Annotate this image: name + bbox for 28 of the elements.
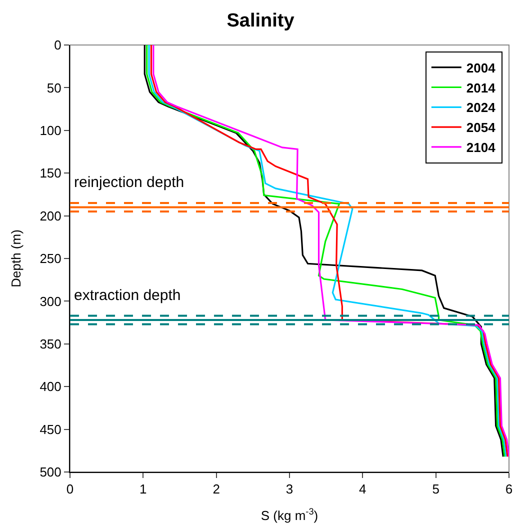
legend-label: 2104 [466,140,496,156]
x-tick-label: 5 [432,482,440,497]
ref-line-label: reinjection depth [74,174,184,191]
y-tick-label: 0 [54,38,62,53]
x-tick-label: 6 [505,482,513,497]
x-tick-label: 0 [66,482,74,497]
y-tick-label: 400 [40,379,62,394]
ref-line-label: extraction depth [74,287,181,304]
y-tick-label: 50 [46,80,62,96]
y-tick-label: 500 [40,464,62,480]
legend-label: 2054 [466,120,496,136]
x-tick-label: 4 [359,482,366,497]
x-axis-title: S (kg m$^{-3}$) [260,506,318,524]
y-axis-title: Depth (m) [8,230,24,288]
y-tick-label: 300 [40,294,62,309]
legend-label: 2004 [466,60,496,76]
y-tick-label: 200 [40,208,62,224]
legend-label: 2024 [466,100,496,116]
y-tick-label: 100 [40,122,62,138]
y-tick-label: 150 [40,166,62,181]
y-tick-label: 350 [40,336,62,352]
y-tick-label: 450 [40,422,62,437]
y-tick-label: 250 [40,251,62,266]
chart-title: Salinity [226,10,295,32]
x-tick-label: 3 [286,482,294,497]
legend-label: 2014 [466,80,496,96]
x-tick-label: 2 [212,482,220,497]
x-tick-label: 1 [140,482,147,497]
